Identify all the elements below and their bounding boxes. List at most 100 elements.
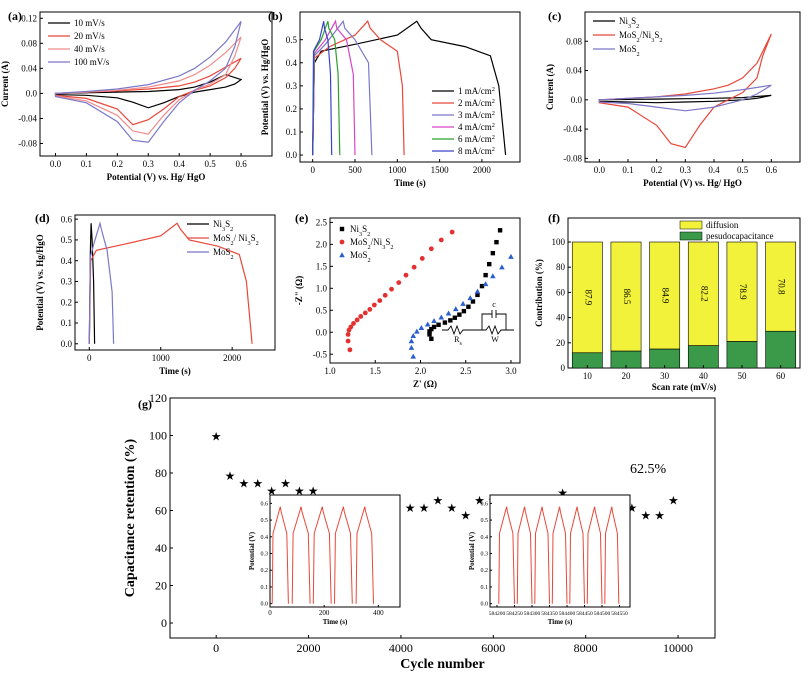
data-point (438, 314, 445, 320)
data-point (483, 272, 488, 278)
x-tick-label: 0.2 (651, 165, 662, 175)
inset-cycle-line (291, 506, 311, 604)
series-line (312, 21, 333, 156)
data-point (396, 280, 402, 285)
y-tick-label: 0.08 (566, 36, 582, 46)
x-tick-label: 0.3 (680, 165, 692, 175)
x-tick-label: 2.0 (415, 366, 427, 376)
y-tick-label: 0.2 (286, 104, 297, 114)
legend-label: 2 mA/cm2 (458, 98, 495, 109)
x-tick-label: 2.5 (460, 366, 472, 376)
equivalent-circuit (442, 310, 514, 336)
legend-label: MoS2/ Ni3S2 (213, 233, 259, 247)
retention-point: ★ (446, 501, 457, 515)
data-point (461, 308, 467, 314)
retention-point: ★ (626, 501, 637, 515)
data-point (428, 246, 434, 252)
y-tick-label: -0.5 (313, 349, 328, 359)
y-tick-label: 100 (552, 237, 566, 247)
y-tick-label: 0.0 (481, 602, 489, 608)
x-tick-label: 0 (268, 609, 272, 617)
x-tick-label: 4000 (389, 641, 413, 655)
y-tick-label: 60 (556, 287, 566, 297)
legend-swatch (679, 231, 703, 241)
x-tick-label: 0.4 (174, 159, 186, 169)
x-tick-label: 10 (583, 371, 593, 381)
bar-diffusion (765, 241, 797, 332)
y-axis-label: Capacitance retention (%) (123, 438, 138, 597)
data-point (467, 295, 474, 301)
bar-label: 84.9 (661, 288, 671, 304)
inset-x-label: Time (s) (548, 618, 573, 626)
data-point (377, 298, 383, 304)
y-tick-label: 0.3 (481, 552, 489, 558)
panel-e: (e) 1.0 1.5 2.0 2.5 3.0 -0.5 0.0 0.5 1.0 1.5 2.0 2.5… (294, 211, 521, 389)
y-tick-label: 0.5 (481, 518, 489, 524)
x-tick-label: 584350 (541, 611, 558, 617)
y-axis-label: Contribution (%) (534, 259, 544, 327)
retention-point: ★ (405, 501, 416, 515)
bar-diffusion (610, 241, 642, 352)
legend-label: MoS2/Ni3S2 (350, 237, 394, 251)
series-line (54, 73, 243, 109)
data-point (419, 256, 425, 261)
legend-label: 20 mV/s (74, 31, 105, 41)
retention-point: ★ (266, 484, 277, 498)
x-tick-label: 584500 (594, 611, 611, 617)
data-point (429, 336, 434, 342)
series-line (54, 36, 242, 135)
data-point (445, 310, 452, 316)
y-tick-label: 100 (149, 429, 167, 443)
data-point (418, 325, 425, 331)
x-tick-label: 400 (373, 609, 384, 617)
x-tick-label: 1.0 (324, 366, 336, 376)
legend-label: Ni3S2 (350, 224, 370, 238)
data-point (452, 306, 459, 312)
y-tick-label: 0.1 (261, 585, 269, 591)
retention-point: ★ (294, 484, 305, 498)
y-tick-label: 0 (161, 616, 167, 630)
bar-diffusion (571, 241, 603, 354)
y-tick-label: 0.0 (316, 327, 328, 337)
retention-annotation: 62.5% (630, 462, 667, 477)
series-line (312, 19, 356, 156)
y-tick-label: 0.4 (61, 256, 73, 266)
y-tick-label: 0.1 (481, 585, 489, 591)
y-tick-label: 0.2 (261, 568, 269, 574)
data-point (347, 347, 353, 353)
data-point (408, 338, 415, 344)
legend-label: 1 mA/cm2 (458, 86, 495, 97)
data-point (339, 226, 345, 232)
plot-frame (39, 11, 273, 157)
legend-label: Ni3S2 (213, 219, 233, 233)
data-point (403, 272, 409, 278)
y-tick-label: 0.5 (286, 35, 298, 45)
legend-label: MoS2 (213, 247, 234, 261)
series-line (312, 20, 341, 156)
y-tick-label: 20 (556, 338, 566, 348)
retention-point: ★ (460, 508, 471, 522)
x-tick-label: 0.4 (708, 165, 720, 175)
inset-y-label: Potential (V) (248, 531, 256, 570)
x-tick-label: 584550 (611, 611, 628, 617)
y-tick-label: 2.0 (316, 240, 328, 250)
data-point (449, 229, 455, 235)
legend-label: 40 mV/s (74, 44, 105, 54)
x-tick-label: 30 (660, 371, 670, 381)
data-point (438, 237, 444, 243)
retention-point: ★ (557, 486, 568, 500)
y-tick-label: -0.04 (563, 124, 582, 134)
x-tick-label: 3.0 (505, 366, 517, 376)
data-point (427, 332, 432, 337)
retention-point: ★ (308, 484, 319, 498)
x-tick-label: 0.5 (737, 165, 749, 175)
data-point (411, 264, 417, 270)
data-point (345, 338, 351, 344)
inset-cycle-line (355, 506, 374, 604)
x-tick-label: 0 (213, 641, 219, 655)
data-point (475, 292, 480, 298)
y-tick-label: 0.0 (571, 95, 583, 105)
data-point (362, 310, 368, 316)
series-line (312, 19, 373, 156)
